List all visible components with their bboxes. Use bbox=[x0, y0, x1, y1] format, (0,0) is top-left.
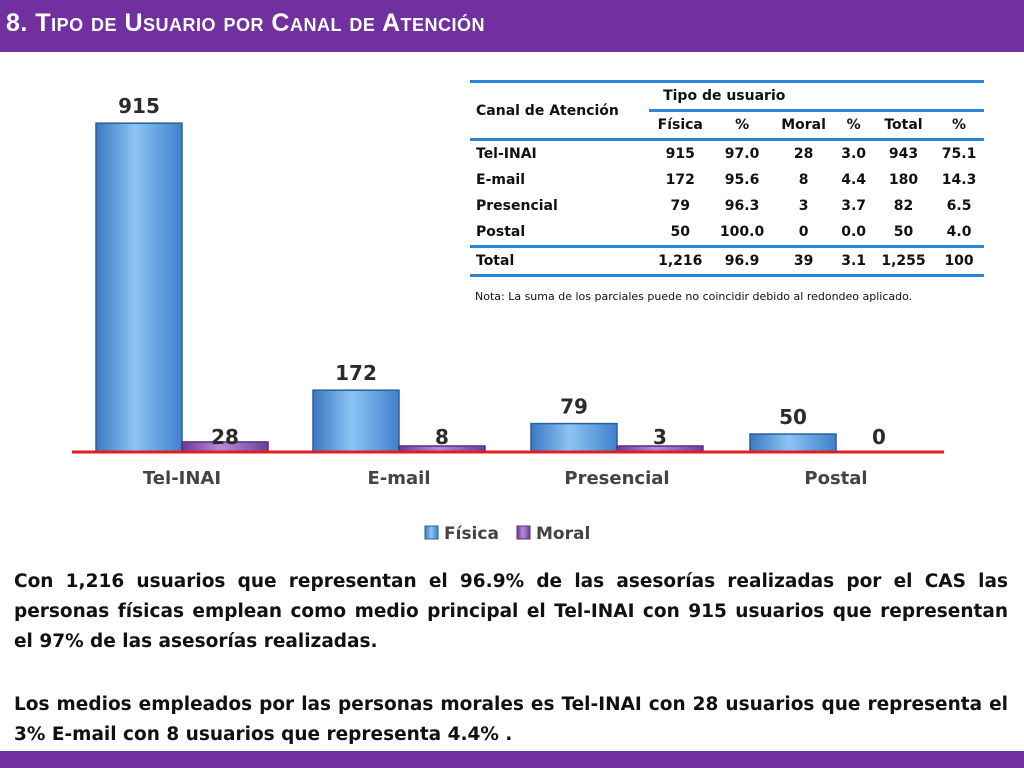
value-label-fisica-tel-inai: 915 bbox=[118, 94, 160, 118]
table-cell: 915 bbox=[649, 138, 712, 167]
legend-moral-swatch bbox=[516, 525, 531, 540]
table-col-header: Física bbox=[649, 109, 712, 140]
value-label-fisica-presencial: 79 bbox=[560, 395, 588, 419]
legend-fisica-label: Física bbox=[444, 524, 499, 544]
table-cell: 180 bbox=[888, 172, 919, 188]
table-col-header: % bbox=[934, 109, 984, 140]
bar-fisica-postal bbox=[749, 433, 837, 453]
table-row-label: Tel-INAI bbox=[470, 138, 650, 167]
category-label-e-mail: E-mail bbox=[367, 468, 430, 489]
table-cell: 3.7 bbox=[841, 198, 867, 214]
table-total-row: Total 1,216 96.9 39 3.1 1,255 100 bbox=[470, 245, 984, 277]
table-note: Nota: La suma de los parciales puede no … bbox=[475, 290, 913, 303]
table-col-header: Total bbox=[872, 109, 935, 140]
value-label-moral-tel-inai: 28 bbox=[211, 425, 239, 449]
table-subheader-row: Física % Moral % Total % bbox=[470, 109, 984, 140]
table-header-channel: Canal de Atención bbox=[470, 80, 650, 140]
table-cell: 4.0 bbox=[946, 224, 972, 240]
value-label-moral-postal: 0 bbox=[872, 425, 886, 449]
table-cell: 0 bbox=[798, 224, 809, 240]
table-cell: 8 bbox=[798, 172, 809, 188]
table-cell: 0.0 bbox=[841, 224, 867, 240]
bar-chart: 915 28 172 8 79 3 50 0 Tel-INAI E-mail Presencial… bbox=[72, 94, 944, 544]
table-cell: 50 bbox=[893, 224, 914, 240]
table-cell: 97.0 bbox=[711, 138, 773, 167]
value-label-moral-presencial: 3 bbox=[653, 425, 667, 449]
table-row-label: Postal bbox=[476, 224, 526, 240]
value-label-moral-e-mail: 8 bbox=[435, 425, 449, 449]
table-row: E-mail 172 95.6 8 4.4 180 14.3 bbox=[470, 167, 984, 193]
table-row-label: E-mail bbox=[476, 172, 526, 188]
summary-paragraph-2: Los medios empleados por las personas mo… bbox=[14, 694, 1008, 745]
summary-paragraph-1: Con 1,216 usuarios que representan el 96… bbox=[14, 571, 1008, 652]
table-col-header: % bbox=[711, 109, 773, 140]
table-cell: 100 bbox=[934, 245, 984, 277]
table-cell: 3.0 bbox=[834, 138, 873, 167]
table-cell: 3 bbox=[798, 198, 809, 214]
table-cell: 28 bbox=[772, 138, 835, 167]
table-cell: 50 bbox=[670, 224, 690, 240]
table-cell: 6.5 bbox=[946, 198, 972, 214]
table-cell: 14.3 bbox=[941, 172, 977, 188]
chart-bars bbox=[95, 122, 837, 453]
bar-fisica-tel-inai bbox=[95, 122, 183, 453]
table-row: Tel-INAI 915 97.0 28 3.0 943 75.1 bbox=[470, 138, 984, 167]
bar-fisica-e-mail bbox=[312, 389, 400, 453]
slide-title: 8. Tipo de Usuario por Canal de Atención bbox=[6, 9, 485, 37]
table-row: Presencial 79 96.3 3 3.7 82 6.5 bbox=[470, 193, 984, 219]
legend-moral-label: Moral bbox=[536, 524, 590, 544]
bar-fisica-presencial bbox=[530, 422, 618, 453]
chart-value-labels: 915 28 172 8 79 3 50 0 bbox=[118, 94, 886, 449]
table-cell: 1,216 bbox=[649, 245, 712, 277]
table-cell: 82 bbox=[893, 198, 914, 214]
chart-legend: Física Moral bbox=[424, 524, 590, 544]
table-cell: 4.4 bbox=[841, 172, 867, 188]
table-header-row: Canal de Atención Tipo de usuario bbox=[470, 80, 984, 140]
value-label-fisica-postal: 50 bbox=[779, 405, 807, 429]
title-bar: 8. Tipo de Usuario por Canal de Atención bbox=[0, 0, 1024, 52]
table-col-header: Moral bbox=[772, 109, 835, 140]
footer-bar bbox=[0, 751, 1024, 768]
table-cell: 95.6 bbox=[724, 172, 760, 188]
category-label-postal: Postal bbox=[804, 468, 867, 489]
table-row-label: Presencial bbox=[476, 198, 558, 214]
table-cell: 943 bbox=[872, 138, 935, 167]
chart-category-labels: Tel-INAI E-mail Presencial Postal bbox=[143, 468, 868, 489]
table-cell: 39 bbox=[772, 245, 835, 277]
category-label-tel-inai: Tel-INAI bbox=[143, 468, 221, 489]
table-col-header: % bbox=[834, 109, 873, 140]
legend-fisica-swatch bbox=[424, 525, 439, 540]
table-header-group: Tipo de usuario bbox=[649, 80, 984, 111]
table-cell: 96.3 bbox=[724, 198, 760, 214]
table-cell: 172 bbox=[665, 172, 695, 188]
table-cell: 1,255 bbox=[872, 245, 935, 277]
table-cell: 100.0 bbox=[719, 224, 765, 240]
table-cell: 79 bbox=[670, 198, 690, 214]
table-cell: 3.1 bbox=[834, 245, 873, 277]
usage-table: Canal de Atención Tipo de usuario Física… bbox=[470, 80, 984, 277]
table-cell: 96.9 bbox=[711, 245, 773, 277]
table-cell: 75.1 bbox=[934, 138, 984, 167]
table-row-label: Total bbox=[470, 245, 650, 277]
value-label-fisica-e-mail: 172 bbox=[335, 361, 377, 385]
table-row: Postal 50 100.0 0 0.0 50 4.0 bbox=[470, 219, 984, 247]
category-label-presencial: Presencial bbox=[564, 468, 669, 489]
